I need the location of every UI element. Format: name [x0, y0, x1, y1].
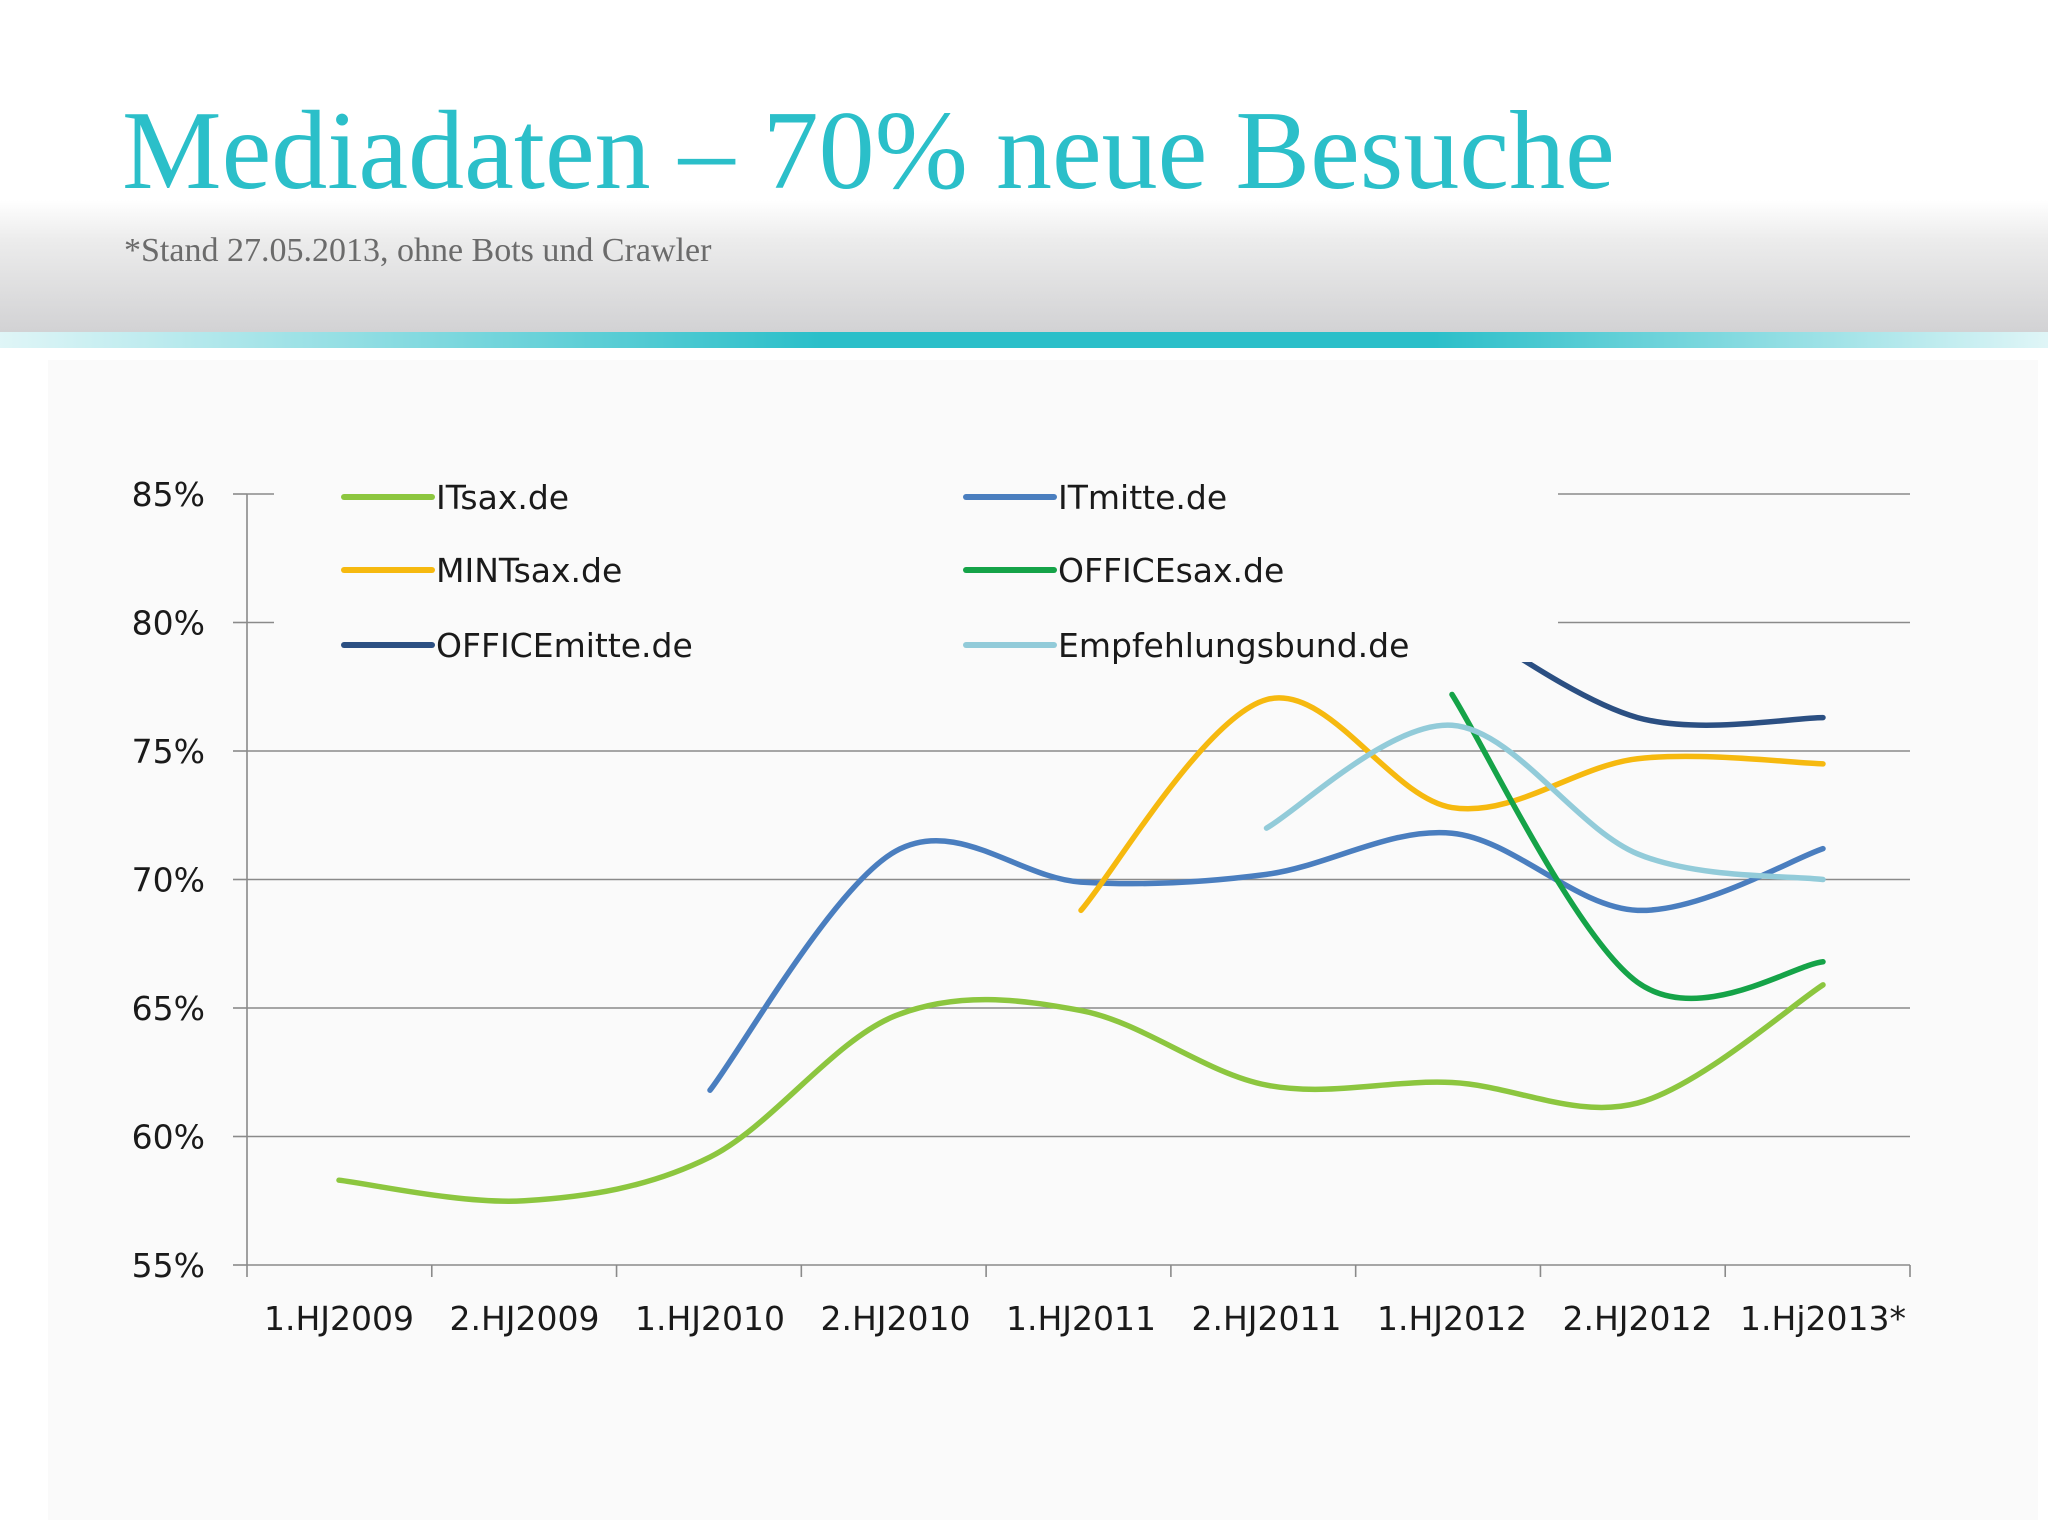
line-chart: 85% 80% 75% 70% 65% 60% 55% 1.HJ2009 2.HJ2009 1.H…	[132, 475, 1911, 1338]
y-tick-label: 60%	[132, 1118, 205, 1157]
x-tick-label: 2.HJ2010	[820, 1299, 970, 1338]
header-accent-bar	[0, 332, 2048, 348]
y-tick-label: 70%	[132, 861, 205, 900]
series-line	[1078, 695, 1826, 914]
legend-label: ITmitte.de	[1058, 478, 1227, 517]
legend-label: OFFICEmitte.de	[436, 626, 693, 665]
legend-label: ITsax.de	[436, 478, 569, 517]
series-line	[336, 982, 1826, 1204]
y-tick-label: 75%	[132, 732, 205, 771]
series-line	[1263, 722, 1826, 883]
x-tick-label: 1.HJ2010	[635, 1299, 785, 1338]
header-band	[0, 0, 2048, 332]
y-tick-label: 85%	[132, 475, 205, 514]
series-line	[707, 829, 1826, 1093]
series-line	[1449, 691, 1826, 1002]
page-subtitle: *Stand 27.05.2013, ohne Bots und Crawler	[124, 232, 712, 269]
page-title: Mediadaten – 70% neue Besuche	[122, 89, 1615, 213]
x-tick-label: 1.Hj2013*	[1740, 1299, 1906, 1338]
x-tick-label: 2.HJ2011	[1191, 1299, 1341, 1338]
legend-label: MINTsax.de	[436, 551, 622, 590]
x-tick-label: 2.HJ2009	[449, 1299, 599, 1338]
y-tick-label: 80%	[132, 604, 205, 643]
legend-label: OFFICEsax.de	[1058, 551, 1284, 590]
chart-panel: 85% 80% 75% 70% 65% 60% 55% 1.HJ2009 2.HJ2009 1.H…	[48, 360, 2038, 1520]
y-tick-label: 55%	[132, 1246, 205, 1285]
y-tick-label: 65%	[132, 989, 205, 1028]
x-tick-label: 1.HJ2012	[1377, 1299, 1527, 1338]
x-tick-label: 1.HJ2009	[264, 1299, 414, 1338]
x-tick-label: 2.HJ2012	[1562, 1299, 1712, 1338]
legend-label: Empfehlungsbund.de	[1058, 626, 1409, 665]
legend-box	[274, 476, 1558, 662]
x-tick-label: 1.HJ2011	[1006, 1299, 1156, 1338]
